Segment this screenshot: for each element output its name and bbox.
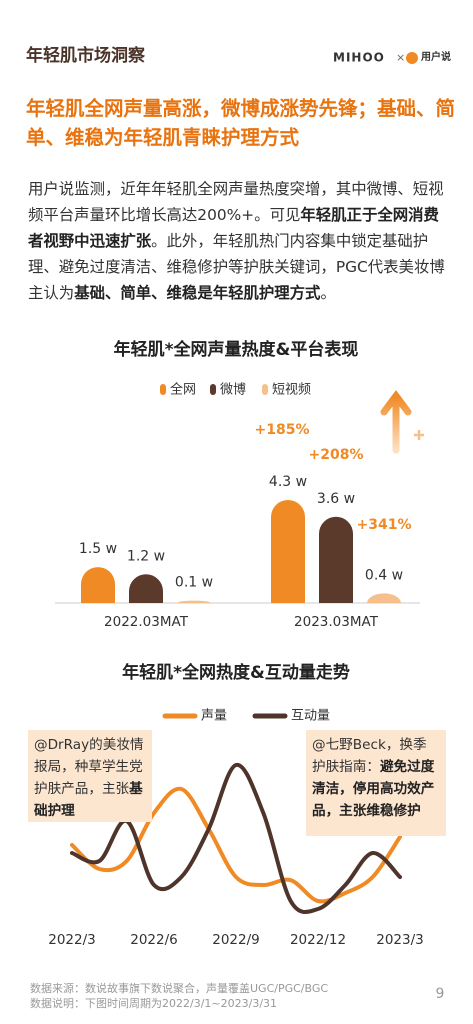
legend-label: 互动量 (291, 709, 330, 724)
partner: 用户说 (420, 50, 451, 63)
line-series (70, 786, 402, 904)
bar (81, 567, 115, 603)
bold-text: 基础护理 (34, 781, 143, 819)
footer-note: 数据说明：下图时间周期为2022/3/1~2023/3/31 (30, 996, 277, 1010)
value-label: 3.6 w (317, 491, 355, 507)
legend-label: 全网 (170, 382, 196, 398)
text: 。 (320, 284, 336, 302)
bar (129, 574, 163, 603)
value-label: 0.1 w (175, 575, 213, 591)
annotation: +341% (357, 517, 412, 533)
text: @七野Beck，换季护肤指南： (312, 737, 427, 775)
legend-swatch (160, 384, 166, 395)
up-arrow (380, 390, 412, 454)
headline: 年轻肌全网声量高涨，微博成涨势先锋；基础、简单、维稳为年轻肌青睐护理方式 (26, 97, 456, 149)
text: 。此外，年轻肌热门内容集中锁定基础护理、避免过度清洁、维稳修护等护肤关键词，PG… (28, 232, 445, 302)
legend-label: 微博 (220, 383, 246, 398)
brand: MIHOO (333, 51, 385, 65)
x-tick-label: 2022/6 (130, 932, 178, 948)
annotation-box: @DrRay的美妆情报局，种草学生党护肤产品，主张基础护理 (28, 730, 152, 822)
bold-text: 年轻肌正于全网消费者视野中迅速扩张 (28, 206, 439, 250)
bar (177, 600, 211, 603)
annotation: +208% (309, 447, 364, 463)
x-tick-label: 2022.03MAT (104, 614, 189, 630)
bar (271, 500, 305, 603)
partner-logo (406, 52, 418, 64)
x-tick-label: 2022/12 (290, 932, 346, 948)
bar (367, 593, 401, 603)
plus-icon (414, 430, 424, 440)
legend-swatch (210, 384, 216, 395)
annotation-box: @七野Beck，换季护肤指南：避免过度清洁，停用高功效产品，主张维稳修护 (306, 730, 446, 836)
value-label: 4.3 w (269, 474, 307, 490)
header-title: 年轻肌市场洞察 (26, 45, 146, 66)
bold-text: 避免过度清洁，停用高功效产品，主张维稳修护 (312, 759, 435, 819)
x-tick-label: 2022/3 (48, 932, 96, 948)
value-label: 0.4 w (365, 567, 403, 583)
footer-note: 数据来源：数说故事旗下数说聚合，声量覆盖UGC/PGC/BGC (30, 981, 328, 995)
body-text: 用户说监测，近年年轻肌全网声量热度突增，其中微博、短视频平台声量环比增长高达20… (28, 176, 448, 306)
text: 用户说监测，近年年轻肌全网声量热度突增，其中微博、短视频平台声量环比增长高达20… (28, 180, 444, 224)
value-label: 1.5 w (79, 541, 117, 557)
chart-title: 年轻肌*全网声量热度&平台表现 (114, 339, 359, 360)
chart-title: 年轻肌*全网热度&互动量走势 (122, 662, 350, 683)
legend-label: 短视频 (272, 383, 311, 398)
legend-swatch (262, 384, 268, 395)
page-number: 9 (436, 986, 445, 1002)
bold-text: 基础、简单、维稳是年轻肌护理方式 (74, 284, 321, 302)
x-tick-label: 2023.03MAT (294, 614, 379, 630)
value-label: 1.2 w (127, 548, 165, 564)
text: @DrRay的美妆情报局，种草学生党护肤产品，主张 (34, 737, 144, 797)
x-tick-label: 2022/9 (212, 932, 260, 948)
legend-label: 声量 (201, 709, 227, 724)
separator: × (396, 51, 405, 64)
annotation: +185% (255, 422, 310, 438)
x-tick-label: 2023/3 (376, 932, 424, 948)
bar (319, 516, 353, 603)
